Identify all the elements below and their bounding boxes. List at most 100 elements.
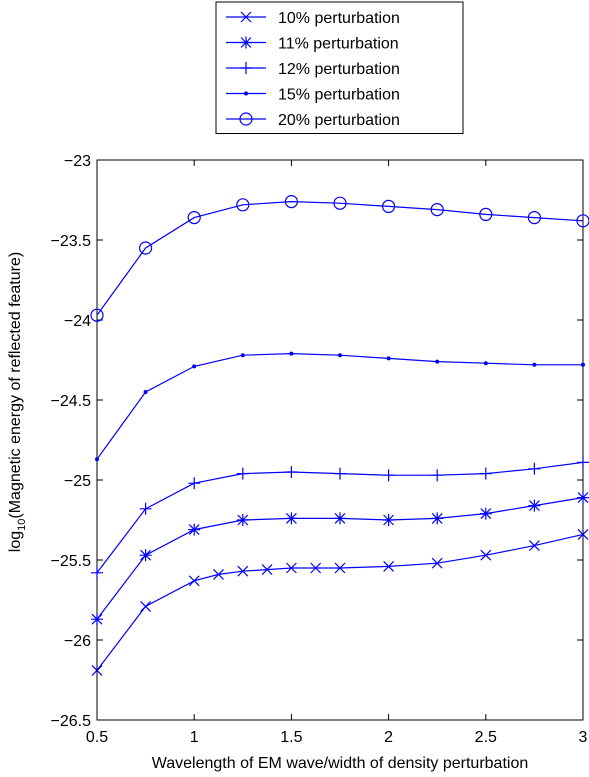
data-point [310,562,322,574]
data-point [90,308,104,322]
legend: 10% perturbation 11% perturbation 12% pert… [215,1,464,134]
y-tick-label: −23.5 [51,233,92,250]
data-point [431,557,443,569]
legend-marker [240,62,252,74]
axis-ticks [96,159,584,721]
data-point [334,467,346,480]
data-point [577,528,589,540]
data-point [91,566,103,579]
series-2 [91,491,589,626]
data-point [528,540,540,552]
data-point [382,514,395,526]
data-point [334,562,346,574]
data-point [91,664,103,676]
data-point [577,456,589,469]
data-point [383,560,395,572]
series-line [96,352,583,460]
y-axis-label-log: log [7,531,24,552]
data-point [435,359,440,364]
data-point [479,207,493,221]
legend-marker [239,112,253,126]
data-point [338,353,342,358]
legend-marker [244,91,248,96]
series-line [96,533,584,671]
data-point [479,467,492,480]
y-axis-label-subscript: 10 [16,519,28,531]
x-tick-label: 2.5 [475,729,497,746]
data-point [289,351,294,356]
data-point [581,362,585,367]
data-point [430,203,444,217]
legend-item: 10% perturbation [226,10,400,27]
data-point [285,512,298,525]
data-point [334,512,346,525]
series-layer [90,195,589,676]
y-tick-label: −26 [64,633,91,650]
data-point [333,196,347,210]
data-point [236,198,250,212]
series-4 [95,351,585,462]
legend-item: 11% perturbation [226,36,399,53]
data-point [236,514,249,526]
data-point [382,469,395,482]
legend-marker [240,11,252,23]
data-point [192,364,197,369]
data-point [483,361,488,366]
series-5 [90,195,589,322]
data-point [261,564,273,576]
data-point [188,477,201,490]
data-point [479,507,492,520]
series-1 [91,528,589,676]
legend-label: 15% perturbation [278,87,400,104]
data-point [139,241,153,255]
legend-label: 10% perturbation [278,10,400,27]
y-tick-label: −25.5 [51,553,92,570]
legend-item: 15% perturbation [226,87,400,104]
y-tick-label: −26.5 [51,713,92,730]
y-axis-label: log10(Magnetic energy of reflected featu… [7,252,28,552]
data-point [240,353,245,358]
x-tick-label: 1.5 [280,729,302,746]
data-point [139,549,152,562]
data-point [527,211,542,225]
data-point [95,457,99,462]
y-tick-label: −24 [64,313,91,330]
data-point [431,469,444,482]
data-point [188,575,200,587]
data-point [532,362,537,367]
data-point [284,195,298,209]
data-point [528,462,541,475]
data-point [140,600,152,612]
legend-item: 12% perturbation [226,61,400,78]
data-point [236,467,249,480]
x-tick-label: 2 [384,729,393,746]
legend-label: 12% perturbation [278,61,400,78]
data-point [431,512,444,525]
x-tick-labels: 0.5 1 1.5 2 2.5 3 [86,729,588,746]
y-axis-label-rest: (Magnetic energy of reflected feature) [7,252,24,519]
legend-marker [240,36,252,49]
data-point [143,390,148,394]
data-point [480,549,492,561]
y-tick-label: −25 [64,473,91,490]
x-tick-label: 3 [579,729,588,746]
series-line [96,200,584,316]
data-point [213,568,224,580]
data-point [187,211,201,225]
data-point [237,565,249,577]
data-point [528,499,541,512]
legend-item: 20% perturbation [226,112,400,129]
x-tick-label: 1 [190,729,199,746]
data-point [382,199,396,213]
legend-label: 20% perturbation [278,112,400,129]
x-axis-label: Wavelength of EM wave/width of density p… [152,755,529,772]
data-point [285,466,298,478]
data-point [386,356,391,361]
data-point [285,562,297,574]
data-point [139,502,152,515]
data-point [576,214,589,228]
data-point [188,523,201,536]
series-3 [91,456,589,579]
y-tick-label: −24.5 [51,393,92,410]
